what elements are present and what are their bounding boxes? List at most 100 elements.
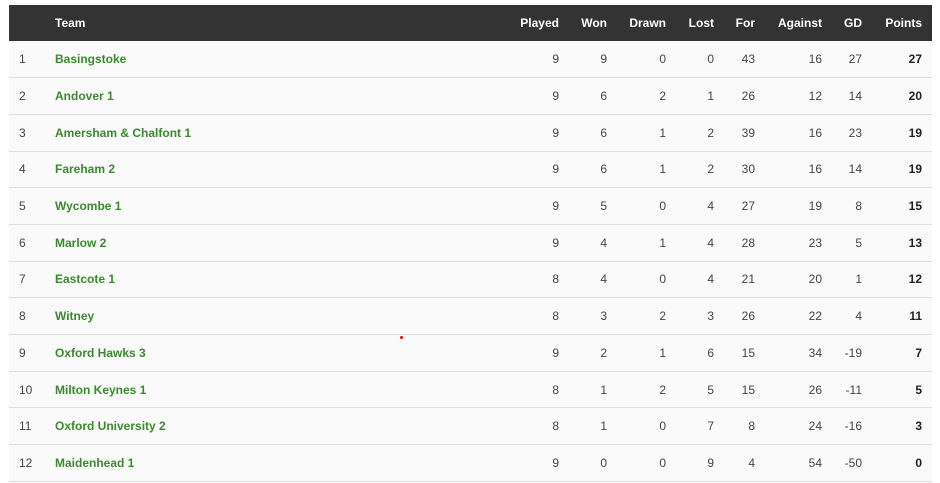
table-row: 1 Basingstoke 9 9 0 0 43 16 27 27 xyxy=(9,41,932,78)
cell-played: 9 xyxy=(552,345,559,360)
cell-lost: 7 xyxy=(707,419,714,434)
header-points[interactable]: Points xyxy=(885,16,922,30)
cell-drawn: 2 xyxy=(659,89,666,104)
cell-team-link[interactable]: Andover 1 xyxy=(55,89,114,104)
cell-lost: 4 xyxy=(707,199,714,214)
cell-played: 9 xyxy=(552,199,559,214)
cell-position: 9 xyxy=(19,345,26,360)
cell-goals-against: 16 xyxy=(808,162,822,177)
cell-goals-against: 19 xyxy=(808,199,822,214)
header-drawn[interactable]: Drawn xyxy=(629,16,666,30)
table-row: 4 Fareham 2 9 6 1 2 30 16 14 19 xyxy=(9,151,932,188)
cell-drawn: 0 xyxy=(659,199,666,214)
cell-team-link[interactable]: Oxford University 2 xyxy=(55,419,166,434)
cell-position: 6 xyxy=(19,235,26,250)
cell-position: 2 xyxy=(19,89,26,104)
cell-won: 1 xyxy=(600,419,607,434)
cell-drawn: 1 xyxy=(659,162,666,177)
cell-goal-difference: 4 xyxy=(855,309,862,324)
cell-drawn: 1 xyxy=(659,345,666,360)
cell-goal-difference: -19 xyxy=(844,345,862,360)
cell-played: 9 xyxy=(552,162,559,177)
cell-points: 20 xyxy=(908,89,922,104)
cell-goals-for: 15 xyxy=(741,345,755,360)
table-row: 3 Amersham & Chalfont 1 9 6 1 2 39 16 23 19 xyxy=(9,114,932,152)
cell-lost: 0 xyxy=(707,52,714,67)
cell-position: 10 xyxy=(19,382,33,397)
cell-goals-against: 20 xyxy=(808,272,822,287)
cell-won: 6 xyxy=(600,89,607,104)
table-row: 11 Oxford University 2 8 1 0 7 8 24 -16 3 xyxy=(9,407,932,445)
cell-points: 27 xyxy=(908,52,922,67)
cell-goals-against: 16 xyxy=(808,52,822,67)
cell-played: 8 xyxy=(552,419,559,434)
cell-points: 7 xyxy=(915,345,922,360)
cell-team-link[interactable]: Basingstoke xyxy=(55,52,127,67)
header-against[interactable]: Against xyxy=(777,16,822,30)
cell-played: 8 xyxy=(552,309,559,324)
cell-lost: 6 xyxy=(707,345,714,360)
cell-position: 1 xyxy=(19,52,26,67)
cell-goal-difference: 5 xyxy=(855,235,862,250)
cell-position: 8 xyxy=(19,309,26,324)
cell-drawn: 2 xyxy=(659,382,666,397)
cursor-dot xyxy=(400,336,403,339)
header-gd[interactable]: GD xyxy=(844,16,862,30)
cell-goal-difference: 1 xyxy=(855,272,862,287)
cell-goals-against: 54 xyxy=(808,455,822,470)
cell-team-link[interactable]: Marlow 2 xyxy=(55,235,107,250)
cell-team-link[interactable]: Fareham 2 xyxy=(55,162,116,177)
cell-team-link[interactable]: Witney xyxy=(55,309,95,324)
header-played[interactable]: Played xyxy=(520,16,559,30)
cell-goals-against: 34 xyxy=(808,345,822,360)
header-team[interactable]: Team xyxy=(55,16,86,30)
cell-goal-difference: 27 xyxy=(848,52,862,67)
cell-team-link[interactable]: Maidenhead 1 xyxy=(55,455,135,470)
cell-goals-for: 43 xyxy=(741,52,755,67)
cell-team-link[interactable]: Eastcote 1 xyxy=(55,272,116,287)
cell-goals-against: 22 xyxy=(808,309,822,324)
cell-points: 19 xyxy=(908,125,922,140)
cell-won: 9 xyxy=(600,52,607,67)
cell-points: 0 xyxy=(915,455,922,470)
header-lost[interactable]: Lost xyxy=(688,16,714,30)
cell-drawn: 0 xyxy=(659,419,666,434)
table-row: 2 Andover 1 9 6 2 1 26 12 14 20 xyxy=(9,77,932,115)
header-for[interactable]: For xyxy=(735,16,755,30)
table-row: 8 Witney 8 3 2 3 26 22 4 11 xyxy=(9,297,932,335)
cell-position: 12 xyxy=(19,455,33,470)
cell-won: 5 xyxy=(600,199,607,214)
cell-team-link[interactable]: Milton Keynes 1 xyxy=(55,382,147,397)
cell-drawn: 0 xyxy=(659,272,666,287)
cell-points: 5 xyxy=(915,382,922,397)
cell-points: 3 xyxy=(915,419,922,434)
cell-won: 6 xyxy=(600,125,607,140)
cell-goals-for: 4 xyxy=(748,455,755,470)
cell-goals-for: 26 xyxy=(741,309,755,324)
cell-won: 0 xyxy=(600,455,607,470)
cell-drawn: 1 xyxy=(659,125,666,140)
cell-lost: 5 xyxy=(707,382,714,397)
cell-goals-for: 15 xyxy=(741,382,755,397)
cell-goals-for: 39 xyxy=(741,125,755,140)
cell-played: 9 xyxy=(552,455,559,470)
cell-drawn: 0 xyxy=(659,52,666,67)
cell-team-link[interactable]: Wycombe 1 xyxy=(55,199,122,214)
cell-played: 9 xyxy=(552,52,559,67)
table-header: Team Played Won Drawn Lost For Against G… xyxy=(9,5,932,41)
cell-points: 13 xyxy=(908,235,922,250)
cell-team-link[interactable]: Amersham & Chalfont 1 xyxy=(55,125,192,140)
cell-lost: 3 xyxy=(707,309,714,324)
cell-position: 7 xyxy=(19,272,26,287)
cell-points: 15 xyxy=(908,199,922,214)
header-won[interactable]: Won xyxy=(581,16,607,30)
cell-played: 9 xyxy=(552,89,559,104)
league-table: Team Played Won Drawn Lost For Against G… xyxy=(9,5,932,482)
cell-goals-against: 12 xyxy=(808,89,822,104)
cell-team-link[interactable]: Oxford Hawks 3 xyxy=(55,345,146,360)
cell-goal-difference: 14 xyxy=(848,89,862,104)
cell-lost: 2 xyxy=(707,125,714,140)
cell-lost: 4 xyxy=(707,235,714,250)
cell-position: 3 xyxy=(19,125,26,140)
cell-lost: 2 xyxy=(707,162,714,177)
